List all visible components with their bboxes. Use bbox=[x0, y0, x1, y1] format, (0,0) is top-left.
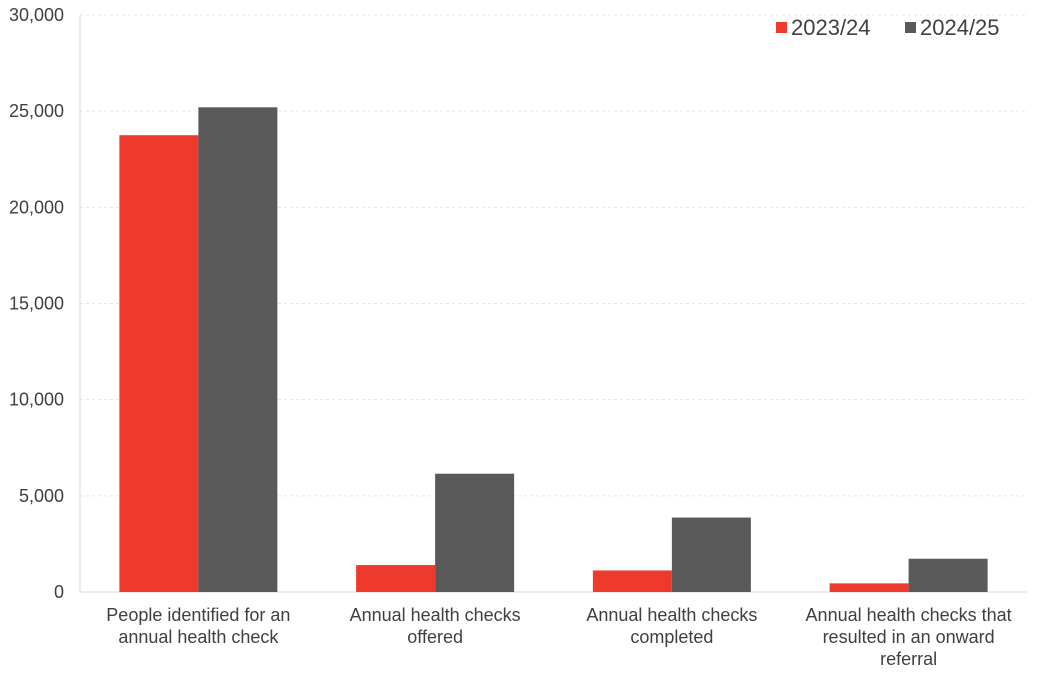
x-tick-label: Annual health checks bbox=[586, 605, 757, 625]
x-tick-label: People identified for an bbox=[106, 605, 290, 625]
y-tick-label: 20,000 bbox=[9, 197, 64, 217]
y-tick-label: 10,000 bbox=[9, 390, 64, 410]
bar-2023-24-0 bbox=[119, 135, 199, 593]
bar-2024-25-2 bbox=[671, 517, 751, 592]
bar-2024-25-1 bbox=[435, 473, 515, 592]
bar-2023-24-1 bbox=[356, 565, 436, 592]
legend: 2023/24 2024/25 bbox=[776, 15, 1000, 40]
x-tick-label: Annual health checks that bbox=[806, 605, 1012, 625]
x-tick-label: offered bbox=[407, 627, 463, 647]
y-tick-label: 25,000 bbox=[9, 101, 64, 121]
legend-label-1: 2024/25 bbox=[920, 15, 1000, 40]
y-axis-ticks: 0 5,000 10,000 15,000 20,000 25,000 30,000 bbox=[9, 5, 64, 602]
y-tick-label: 15,000 bbox=[9, 294, 64, 314]
bars bbox=[119, 107, 988, 593]
bar-2024-25-0 bbox=[198, 107, 278, 592]
x-tick-label: annual health check bbox=[118, 627, 279, 647]
x-tick-label: resulted in an onward bbox=[823, 627, 995, 647]
y-tick-label: 30,000 bbox=[9, 5, 64, 25]
x-tick-label: Annual health checks bbox=[350, 605, 521, 625]
y-tick-label: 5,000 bbox=[19, 486, 64, 506]
x-tick-label: referral bbox=[880, 649, 937, 669]
legend-label-0: 2023/24 bbox=[791, 15, 871, 40]
bar-2023-24-2 bbox=[592, 570, 672, 592]
bar-2023-24-3 bbox=[829, 583, 909, 592]
legend-swatch-0 bbox=[776, 22, 787, 33]
legend-swatch-1 bbox=[905, 22, 916, 33]
y-tick-label: 0 bbox=[54, 582, 64, 602]
bar-2024-25-3 bbox=[908, 558, 988, 592]
x-tick-label: completed bbox=[630, 627, 713, 647]
